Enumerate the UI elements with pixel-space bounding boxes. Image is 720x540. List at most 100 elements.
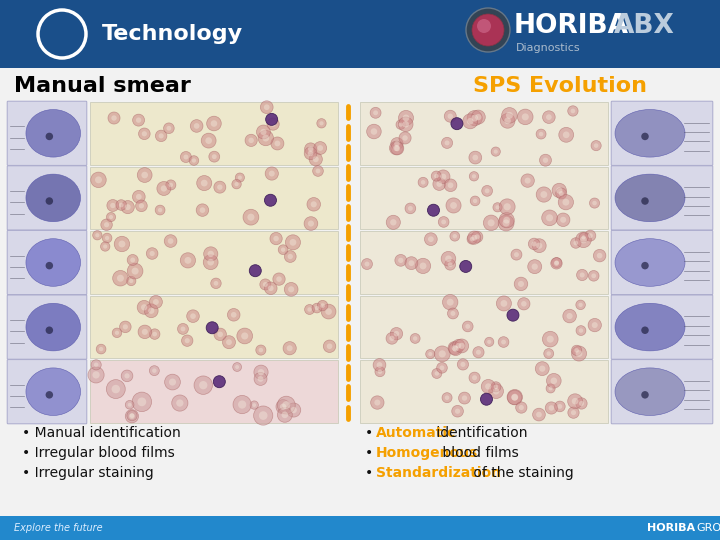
Circle shape	[467, 111, 482, 126]
Circle shape	[441, 220, 446, 224]
Circle shape	[165, 374, 181, 390]
Circle shape	[271, 137, 284, 150]
Circle shape	[250, 401, 258, 409]
Text: HORIBA: HORIBA	[514, 13, 629, 39]
Circle shape	[551, 377, 557, 384]
Circle shape	[533, 408, 545, 421]
Bar	[90, 296, 338, 359]
FancyBboxPatch shape	[611, 360, 713, 424]
Circle shape	[390, 219, 397, 226]
Circle shape	[95, 233, 99, 238]
Circle shape	[138, 397, 146, 406]
Bar	[90, 102, 338, 165]
Text: SPS Evolution: SPS Evolution	[473, 76, 647, 96]
Circle shape	[115, 330, 119, 335]
Circle shape	[495, 205, 500, 210]
Circle shape	[197, 176, 212, 191]
Circle shape	[125, 204, 131, 210]
Circle shape	[448, 262, 453, 267]
Circle shape	[146, 248, 158, 259]
Circle shape	[307, 151, 313, 156]
Circle shape	[307, 198, 320, 211]
Circle shape	[166, 126, 171, 131]
Circle shape	[283, 342, 297, 355]
Circle shape	[475, 114, 482, 120]
Circle shape	[214, 281, 218, 286]
Circle shape	[199, 207, 205, 213]
Circle shape	[591, 140, 601, 151]
Circle shape	[129, 413, 135, 419]
Circle shape	[132, 267, 139, 275]
Bar	[360, 296, 608, 359]
Circle shape	[472, 14, 504, 46]
Circle shape	[469, 151, 482, 164]
Circle shape	[390, 141, 403, 155]
Circle shape	[501, 340, 506, 345]
Circle shape	[158, 133, 163, 138]
Circle shape	[579, 233, 588, 242]
Circle shape	[448, 341, 462, 355]
Circle shape	[132, 114, 145, 126]
Circle shape	[168, 238, 174, 244]
Circle shape	[567, 313, 572, 319]
Circle shape	[558, 194, 574, 210]
Circle shape	[556, 188, 567, 199]
Circle shape	[99, 347, 103, 351]
Circle shape	[222, 336, 235, 349]
Circle shape	[390, 336, 395, 341]
Circle shape	[305, 305, 315, 314]
Ellipse shape	[26, 174, 81, 222]
Circle shape	[130, 258, 135, 262]
Circle shape	[576, 232, 591, 248]
Circle shape	[312, 156, 319, 162]
Circle shape	[281, 247, 285, 252]
Circle shape	[570, 109, 575, 113]
Circle shape	[282, 411, 288, 418]
Circle shape	[312, 166, 323, 177]
Circle shape	[277, 407, 292, 422]
Circle shape	[284, 282, 298, 296]
Circle shape	[262, 134, 269, 141]
Circle shape	[136, 117, 141, 123]
FancyBboxPatch shape	[7, 360, 87, 424]
Circle shape	[575, 350, 582, 357]
Circle shape	[256, 345, 266, 355]
Circle shape	[135, 200, 148, 212]
Circle shape	[455, 409, 460, 414]
Circle shape	[148, 308, 154, 314]
Circle shape	[315, 168, 320, 173]
Circle shape	[485, 338, 494, 347]
Circle shape	[228, 308, 240, 321]
Bar	[360, 231, 608, 294]
Circle shape	[546, 336, 554, 343]
FancyBboxPatch shape	[611, 101, 713, 165]
Text: identification: identification	[432, 426, 527, 440]
Circle shape	[127, 254, 138, 266]
Circle shape	[432, 368, 442, 379]
Circle shape	[217, 185, 222, 190]
Circle shape	[101, 242, 110, 251]
Circle shape	[157, 181, 171, 195]
Circle shape	[546, 214, 553, 221]
Circle shape	[421, 180, 426, 185]
Circle shape	[161, 185, 167, 192]
Circle shape	[209, 151, 220, 162]
Circle shape	[459, 392, 470, 404]
Circle shape	[258, 369, 264, 375]
Circle shape	[413, 336, 418, 341]
Circle shape	[125, 401, 134, 409]
Text: Diagnostics: Diagnostics	[516, 43, 580, 53]
Circle shape	[305, 147, 317, 160]
Circle shape	[450, 202, 457, 209]
Circle shape	[325, 308, 332, 315]
Circle shape	[506, 112, 513, 119]
Circle shape	[467, 118, 474, 125]
Text: of the staining: of the staining	[469, 466, 574, 480]
Circle shape	[320, 121, 323, 125]
Circle shape	[214, 328, 226, 341]
Circle shape	[477, 19, 491, 33]
Circle shape	[142, 131, 147, 137]
Circle shape	[264, 104, 269, 110]
Circle shape	[502, 107, 517, 123]
Circle shape	[503, 217, 510, 224]
